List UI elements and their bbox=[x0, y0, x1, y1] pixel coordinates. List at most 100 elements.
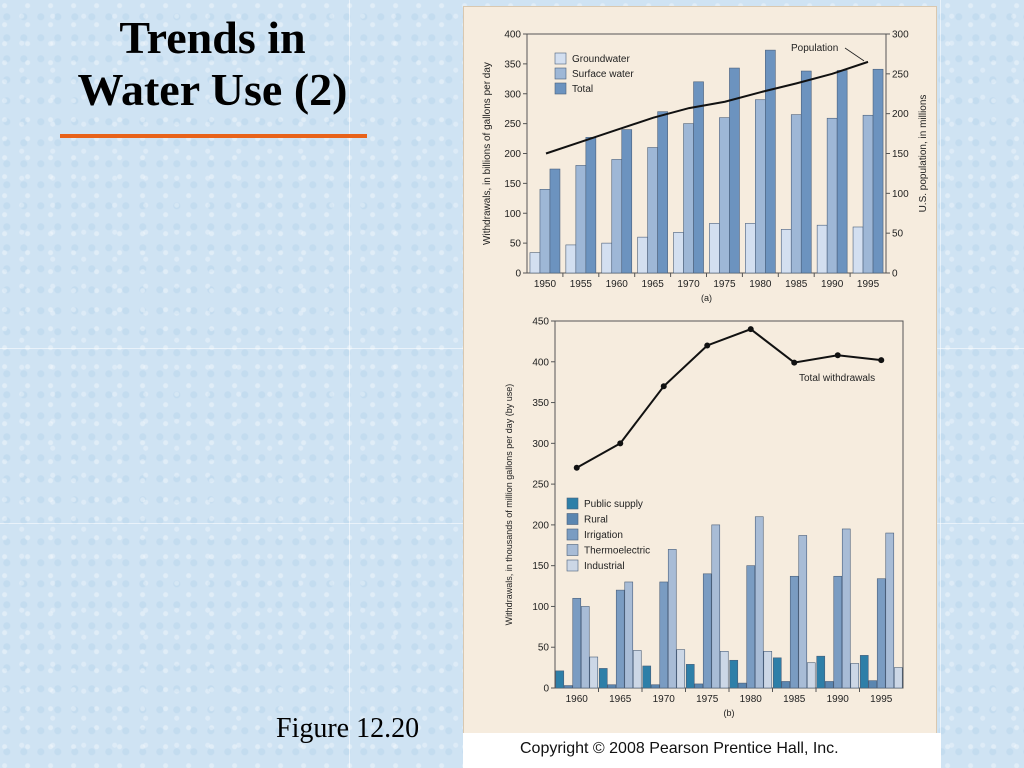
legend-swatch bbox=[554, 67, 567, 80]
bar-groundwater bbox=[852, 226, 864, 274]
slide-title-line-1: Trends in bbox=[119, 12, 306, 63]
bar-surface-water bbox=[719, 117, 730, 274]
bar-groundwater bbox=[745, 223, 756, 274]
line-point bbox=[573, 464, 580, 471]
bar-total bbox=[800, 70, 812, 274]
bar-thermoelectric bbox=[754, 516, 764, 689]
bar-industrial bbox=[676, 649, 686, 689]
bar-irrigation bbox=[746, 565, 756, 689]
bar-industrial bbox=[632, 650, 642, 689]
bar-total bbox=[693, 81, 704, 274]
y-tick-label: 250 bbox=[532, 480, 549, 491]
bar-irrigation bbox=[702, 573, 712, 689]
bar-public-supply bbox=[642, 665, 652, 689]
bar-public-supply bbox=[772, 657, 782, 689]
y-tick-label: 300 bbox=[504, 89, 521, 100]
bar-rural bbox=[694, 683, 704, 689]
y2-tick-label: 50 bbox=[892, 229, 904, 240]
bar-groundwater bbox=[709, 223, 720, 274]
x-tick-label: 1965 bbox=[609, 694, 632, 705]
bar-irrigation bbox=[615, 589, 625, 689]
bar-industrial bbox=[719, 650, 729, 689]
bar-total bbox=[585, 137, 597, 274]
x-tick-label: 1995 bbox=[870, 694, 893, 705]
y-tick-label: 100 bbox=[532, 602, 549, 613]
line-point bbox=[834, 352, 841, 359]
line-point bbox=[617, 440, 624, 447]
bar-irrigation bbox=[572, 597, 582, 689]
y-tick-label: 450 bbox=[532, 317, 549, 328]
bar-thermoelectric bbox=[624, 581, 634, 689]
bar-industrial bbox=[763, 650, 773, 689]
bar-total bbox=[549, 168, 561, 274]
line-point bbox=[660, 383, 667, 390]
y2-tick-label: 150 bbox=[892, 149, 909, 160]
bar-total bbox=[872, 68, 884, 274]
x-tick-label: 1960 bbox=[566, 694, 589, 705]
bar-rural bbox=[563, 685, 573, 689]
bar-total bbox=[657, 111, 668, 274]
x-tick-label: 1975 bbox=[696, 694, 719, 705]
bar-surface-water bbox=[755, 99, 766, 274]
x-tick-label: 1985 bbox=[785, 279, 808, 290]
legend-entry: Public supply bbox=[584, 499, 643, 510]
line-point bbox=[747, 326, 754, 333]
y2-tick-label: 200 bbox=[892, 109, 909, 120]
y-tick-label: 300 bbox=[532, 439, 549, 450]
bar-irrigation bbox=[659, 581, 669, 689]
y2-tick-label: 300 bbox=[892, 30, 909, 41]
x-tick-label: 1970 bbox=[677, 279, 700, 290]
y-tick-label: 350 bbox=[504, 59, 521, 70]
x-tick-label: 1990 bbox=[827, 694, 850, 705]
bar-rural bbox=[737, 682, 747, 689]
bar-industrial bbox=[589, 656, 599, 689]
y-tick-label: 250 bbox=[504, 119, 521, 130]
x-tick-label: 1960 bbox=[606, 279, 629, 290]
y2-tick-label: 250 bbox=[892, 69, 909, 80]
legend-entry: Groundwater bbox=[572, 54, 630, 65]
bar-surface-water bbox=[647, 147, 658, 274]
bar-thermoelectric bbox=[580, 606, 590, 689]
legend-swatch bbox=[566, 559, 579, 572]
line-point bbox=[878, 357, 885, 364]
bar-groundwater bbox=[529, 252, 541, 274]
bar-rural bbox=[781, 681, 791, 689]
slide-title: Trends in Water Use (2) bbox=[40, 12, 385, 116]
legend-entry: Rural bbox=[584, 515, 608, 526]
legend-swatch bbox=[554, 82, 567, 95]
bar-thermoelectric bbox=[667, 549, 677, 689]
x-tick-label: 1980 bbox=[740, 694, 763, 705]
background-tile-seam bbox=[349, 0, 350, 768]
y-tick-label: 50 bbox=[510, 239, 522, 250]
bar-surface-water bbox=[575, 165, 587, 274]
x-tick-label: 1955 bbox=[570, 279, 593, 290]
y2-tick-label: 100 bbox=[892, 189, 909, 200]
legend-entry: Surface water bbox=[572, 69, 634, 80]
bar-surface-water bbox=[826, 117, 838, 274]
bar-public-supply bbox=[598, 668, 608, 689]
x-tick-label: 1980 bbox=[749, 279, 772, 290]
legend-entry: Irrigation bbox=[584, 530, 623, 541]
figure-label: Figure 12.20 bbox=[276, 713, 420, 744]
bar-groundwater bbox=[637, 236, 648, 274]
bar-thermoelectric bbox=[841, 528, 851, 689]
copyright-notice: Copyright © 2008 Pearson Prentice Hall, … bbox=[520, 740, 839, 757]
bar-total bbox=[765, 49, 776, 274]
line-series-label: Total withdrawals bbox=[799, 373, 875, 384]
bar-surface-water bbox=[539, 189, 551, 274]
x-tick-label: 1975 bbox=[713, 279, 736, 290]
bar-public-supply bbox=[816, 655, 826, 689]
bar-irrigation bbox=[876, 578, 886, 689]
bar-total bbox=[621, 129, 633, 274]
y-tick-label: 0 bbox=[543, 684, 549, 695]
bar-groundwater bbox=[816, 224, 828, 274]
y2-axis-label: U.S. population, in millions bbox=[918, 95, 929, 213]
y-tick-label: 350 bbox=[532, 398, 549, 409]
x-tick-label: 1950 bbox=[534, 279, 557, 290]
bar-rural bbox=[650, 684, 660, 689]
line-population bbox=[545, 60, 869, 155]
x-tick-label: 1965 bbox=[642, 279, 665, 290]
legend-swatch bbox=[566, 528, 579, 541]
x-tick-label: 1995 bbox=[857, 279, 880, 290]
